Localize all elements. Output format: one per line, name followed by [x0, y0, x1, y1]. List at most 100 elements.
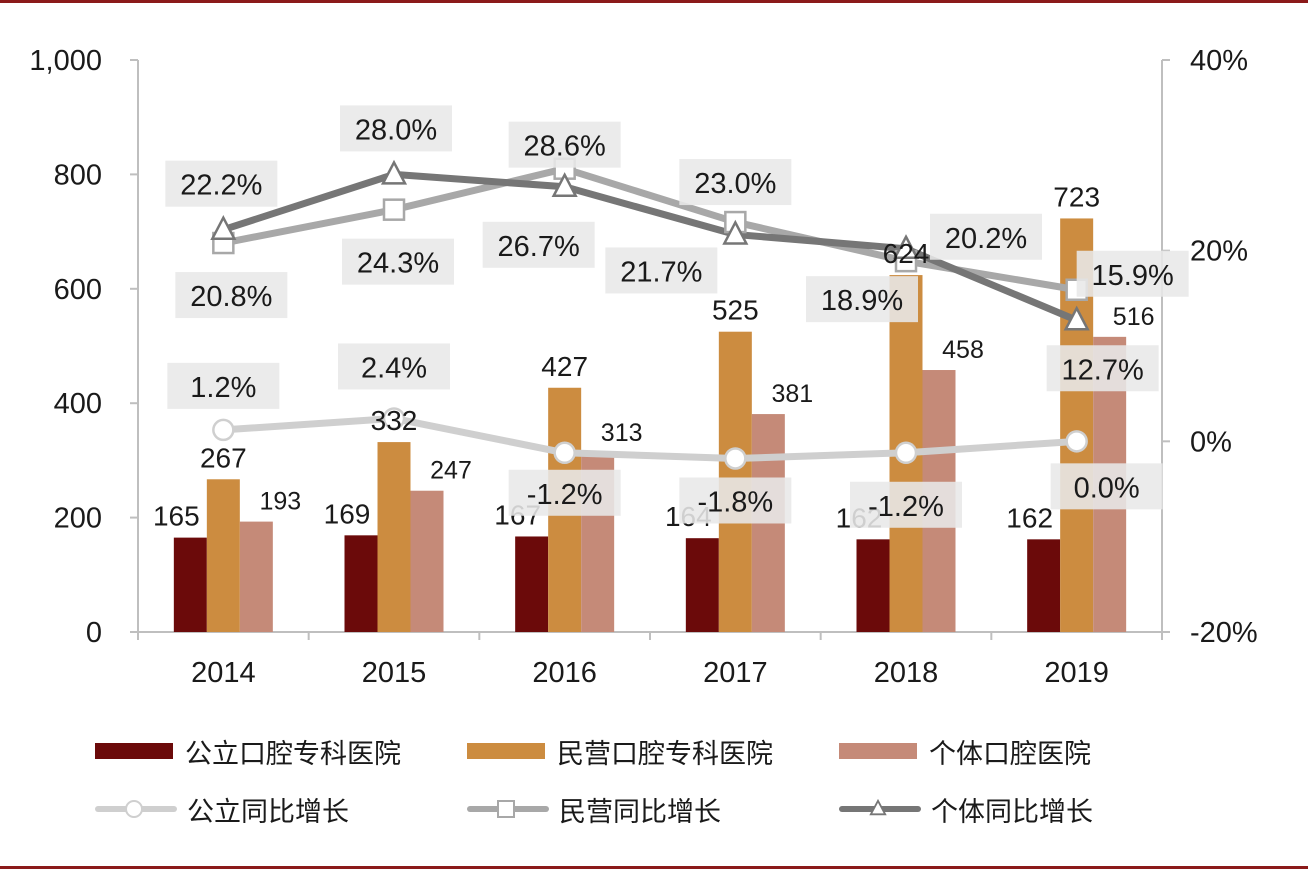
bar-data-label: 267: [200, 442, 247, 473]
bar-data-label: 458: [942, 336, 984, 364]
line-point: [1065, 430, 1088, 453]
bar-data-label: 723: [1053, 181, 1100, 212]
data-label-box: [167, 362, 280, 409]
bottom-rule: [0, 866, 1308, 869]
bar-data-label: 165: [153, 501, 200, 532]
bar: [173, 537, 207, 632]
x-tick-label: 2019: [1044, 657, 1109, 689]
line-data-label: 12.7%: [1062, 354, 1144, 386]
bar: [206, 479, 240, 632]
bar-data-label: 332: [371, 405, 418, 436]
legend-row-bars: 公立口腔专科医院 民营口腔专科医院 个体口腔医院: [95, 722, 1225, 780]
bar-data-label: 169: [324, 498, 371, 529]
line-point: [1063, 305, 1090, 331]
line-point: [551, 172, 578, 198]
legend-swatch-individual-growth: [839, 799, 921, 819]
line-point: [553, 441, 576, 465]
bar: [344, 535, 378, 632]
line-data-label: 28.6%: [524, 131, 606, 163]
top-rule: [0, 0, 1308, 3]
series-line: [219, 170, 1081, 324]
bar-data-label: 313: [601, 419, 643, 447]
line-data-label: -1.2%: [868, 491, 944, 523]
data-label-box: [482, 221, 595, 268]
data-label-box: [340, 105, 452, 152]
data-label-box: [1046, 345, 1159, 392]
line-point: [210, 214, 237, 240]
data-label-box: [679, 159, 792, 206]
legend-swatch-private-growth: [467, 799, 549, 819]
legend-item-public-growth: 公立同比增长: [95, 790, 467, 829]
line-data-label: 23.0%: [694, 168, 776, 200]
bar-data-label: 516: [1113, 303, 1155, 331]
triangle-marker-icon: [869, 799, 887, 816]
data-label-box: [165, 160, 278, 207]
bar: [1027, 539, 1061, 632]
legend-item-private-hospital: 民营口腔专科医院: [467, 732, 839, 771]
legend-item-public-hospital: 公立口腔专科医院: [95, 732, 467, 771]
line-data-label: 20.8%: [190, 281, 272, 313]
legend-swatch-individual-hospital: [839, 743, 917, 759]
y-left-tick-label: 0: [86, 617, 102, 649]
y-right-tick-label: 40%: [1190, 45, 1248, 77]
line-point: [722, 219, 749, 245]
line-data-label: 24.3%: [357, 248, 439, 280]
legend-label-private-hospital: 民营口腔专科医院: [557, 738, 773, 770]
legend-label-private-growth: 民营同比增长: [559, 796, 721, 828]
legend-row-lines: 公立同比增长 民营同比增长 个体同比增长: [95, 780, 1225, 838]
data-label-box: [679, 477, 792, 524]
bar-data-label: 193: [259, 488, 301, 516]
data-label-box: [338, 343, 450, 390]
y-left-tick-label: 400: [54, 388, 102, 420]
x-tick-label: 2015: [362, 657, 427, 689]
bar-data-label: 427: [541, 351, 588, 382]
legend-item-individual-hospital: 个体口腔医院: [839, 732, 1211, 771]
y-right-tick-label: 0%: [1190, 426, 1232, 458]
data-label-box: [508, 121, 621, 168]
data-label-box: [806, 276, 918, 323]
chart-canvas: 0 200 400 600 800 1,000 -20% 0% 20% 40% 2014 2015 20…: [29, 45, 1258, 689]
legend-item-individual-growth: 个体同比增长: [839, 790, 1211, 829]
line-data-label: 26.7%: [498, 231, 580, 263]
data-label-box: [508, 469, 621, 516]
legend-label-public-growth: 公立同比增长: [187, 796, 349, 828]
legend-swatch-public-hospital: [95, 743, 173, 759]
line-data-label: 28.0%: [355, 114, 437, 146]
data-label-box: [1050, 463, 1163, 510]
bar: [239, 521, 273, 632]
line-data-label: 1.2%: [190, 372, 256, 404]
legend-swatch-public-growth: [95, 799, 177, 819]
line-data-label: 21.7%: [620, 256, 702, 288]
y-right-tick-label: -20%: [1190, 617, 1258, 649]
x-tick-label: 2017: [703, 657, 768, 689]
data-label-box: [605, 247, 718, 294]
bar-data-label: 247: [430, 457, 472, 485]
y-left-tick-label: 1,000: [29, 45, 102, 77]
bar: [685, 538, 719, 632]
series-line: [219, 414, 1081, 462]
data-label-box: [175, 272, 288, 319]
line-data-label: 0.0%: [1074, 472, 1140, 504]
bar: [410, 490, 444, 632]
legend: 公立口腔专科医院 民营口腔专科医院 个体口腔医院 公立同比增长 民营同比增长: [95, 722, 1225, 838]
line-data-label: 20.2%: [945, 223, 1027, 255]
line-data-label: 2.4%: [361, 352, 427, 384]
circle-marker-icon: [125, 800, 143, 818]
legend-swatch-private-hospital: [467, 743, 545, 759]
data-label-box: [850, 481, 962, 528]
line-point: [380, 159, 408, 185]
bar-data-label: 525: [712, 295, 759, 326]
line-data-label: 22.2%: [180, 170, 262, 202]
bar: [515, 536, 549, 632]
line-data-label: 15.9%: [1092, 260, 1174, 292]
x-tick-label: 2016: [532, 657, 597, 689]
legend-label-individual-hospital: 个体口腔医院: [929, 738, 1091, 770]
line-data-label: -1.2%: [527, 479, 603, 511]
line-point: [382, 198, 406, 221]
square-marker-icon: [497, 800, 515, 818]
bar: [856, 539, 890, 632]
line-point: [212, 418, 235, 442]
y-left-tick-label: 800: [54, 159, 102, 191]
data-label-box: [342, 238, 454, 285]
bar-data-label: 162: [1006, 502, 1053, 533]
